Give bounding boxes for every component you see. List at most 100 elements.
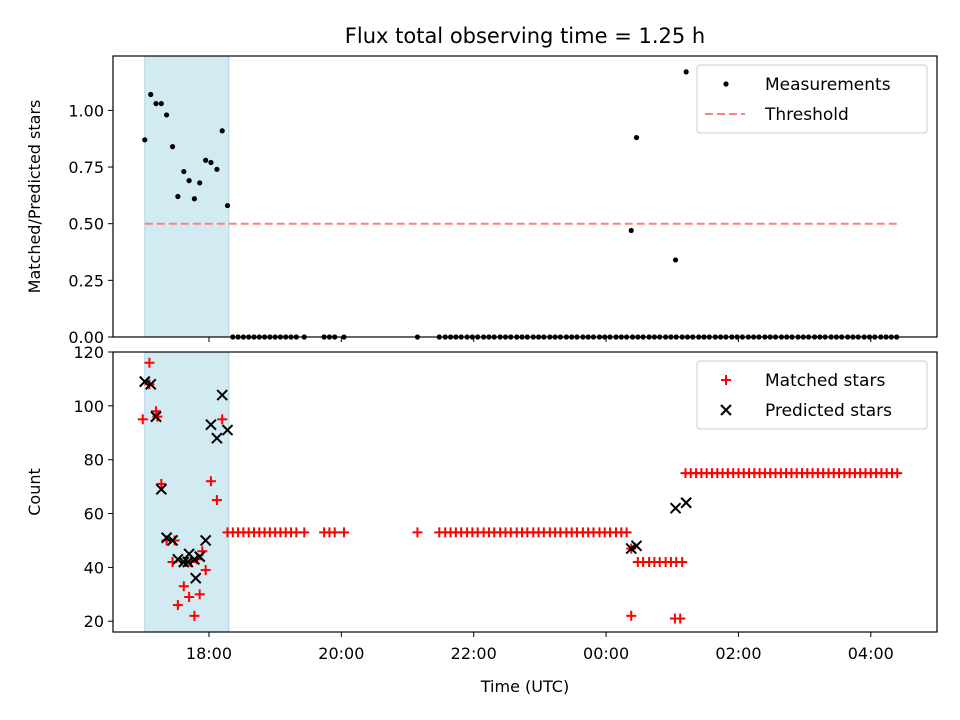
- ratio-ylabel: Matched/Predicted stars: [25, 100, 44, 294]
- measurement-point: [628, 227, 634, 234]
- predicted-marker-b: [211, 432, 223, 444]
- predicted-marker-b: [680, 497, 692, 509]
- predicted-marker-b: [150, 410, 162, 423]
- measurement-point: [672, 257, 679, 263]
- count-ylabel: Count: [25, 468, 44, 516]
- count-xlabel: Time (UTC): [480, 677, 569, 696]
- legend-box: [696, 360, 928, 430]
- count-xtick-label: 22:00: [451, 644, 497, 663]
- predicted-marker-b: [172, 553, 184, 566]
- measurement-point: [683, 69, 689, 75]
- predicted-marker-b: [155, 483, 168, 496]
- ratio-ytick-label: 1.00: [68, 101, 104, 120]
- predicted-marker-b: [183, 548, 195, 560]
- legend-label: Threshold: [764, 105, 849, 125]
- predicted-marker-b: [205, 418, 217, 431]
- legend-box: [696, 64, 928, 134]
- matched-star-point: [299, 527, 310, 538]
- predicted-star-point: [190, 572, 202, 584]
- predicted-marker-b: [630, 540, 643, 552]
- count-xtick-label: 02:00: [715, 644, 761, 663]
- ratio-panel: 0.00 0.25 0.50 0.75 1.00 Matched/Predicted st…: [25, 55, 938, 347]
- matched-star-point: [205, 476, 216, 487]
- count-ytick-label: 20: [84, 612, 104, 631]
- predicted-marker-b: [160, 532, 173, 544]
- predicted-star-point: [193, 550, 206, 563]
- matched-star-point: [329, 527, 340, 538]
- measurement-point: [197, 180, 203, 186]
- measurement-point: [158, 100, 164, 107]
- count-ytick-label: 100: [73, 397, 104, 416]
- ratio-ytick-label: 0.25: [68, 271, 104, 290]
- predicted-star-point: [145, 378, 157, 391]
- matched-star-point: [137, 414, 148, 425]
- predicted-marker-b: [190, 572, 202, 584]
- measurement-point: [219, 128, 225, 134]
- count-xtick-label: 04:00: [848, 644, 894, 663]
- measurement-point: [224, 202, 231, 209]
- predicted-marker-b: [193, 550, 206, 563]
- predicted-star-point: [211, 432, 223, 444]
- predicted-star-point: [182, 556, 194, 568]
- measurement-point: [142, 137, 148, 143]
- legend-label: Measurements: [765, 75, 891, 95]
- predicted-star-point: [680, 497, 692, 509]
- matched-star-point: [184, 592, 195, 602]
- measurement-point: [633, 134, 640, 141]
- matched-star-point: [151, 406, 162, 417]
- predicted-star-point: [199, 534, 212, 547]
- predicted-marker-b: [182, 556, 194, 568]
- matched-star-point: [217, 414, 228, 425]
- matched-star-point: [156, 478, 167, 489]
- predicted-star-point: [155, 483, 168, 496]
- matched-star-point: [338, 527, 349, 538]
- predicted-star-point: [216, 389, 228, 401]
- matched-star-point: [675, 613, 686, 624]
- predicted-marker-b: [669, 502, 682, 514]
- count-xtick-label: 00:00: [583, 644, 629, 663]
- predicted-star-point: [221, 424, 234, 436]
- ratio-ytick-label: 0.50: [68, 215, 104, 234]
- measurement-point: [169, 144, 176, 150]
- matched-star-point: [211, 495, 222, 506]
- count-ytick-label: 80: [84, 451, 104, 470]
- matched-star-point: [621, 527, 632, 538]
- matched-star-point: [194, 589, 205, 600]
- predicted-star-point: [160, 532, 173, 544]
- matched-star-point: [144, 357, 155, 368]
- count-ytick-label: 120: [73, 343, 104, 362]
- measurement-point: [164, 112, 170, 118]
- predicted-star-point: [205, 418, 217, 431]
- predicted-star-point: [669, 502, 682, 514]
- predicted-star-point: [166, 534, 179, 547]
- predicted-marker-b: [166, 534, 179, 547]
- matched-star-point: [892, 468, 903, 479]
- measurement-point: [175, 193, 181, 200]
- predicted-star-point: [172, 553, 184, 566]
- predicted-star-point: [150, 410, 162, 423]
- legend-label: Predicted stars: [765, 401, 892, 421]
- ratio-axes-frame: [112, 55, 938, 338]
- predicted-star-point: [139, 375, 151, 388]
- chart-title: Flux total observing time = 1.25 h: [345, 24, 705, 48]
- matched-star-point: [412, 527, 423, 538]
- predicted-star-point: [178, 556, 190, 568]
- predicted-marker-b: [221, 424, 234, 436]
- legend-measurement-marker: [723, 81, 729, 87]
- count-xtick-label: 18:00: [186, 644, 232, 663]
- measurement-point: [191, 196, 198, 202]
- count-axes-frame: [112, 351, 938, 633]
- matched-star-point: [172, 600, 183, 611]
- count-ytick-label: 40: [84, 558, 104, 577]
- predicted-marker-b: [216, 389, 228, 401]
- matched-star-point: [189, 610, 200, 621]
- predicted-marker-b: [178, 556, 190, 568]
- predicted-marker-b: [199, 534, 212, 547]
- ratio-legend: Measurements Threshold: [696, 64, 928, 134]
- predicted-star-point: [630, 540, 643, 552]
- matched-star-point: [677, 557, 688, 567]
- count-ytick-label: 60: [84, 505, 104, 524]
- measurement-point: [181, 168, 187, 175]
- measurement-point: [153, 100, 159, 107]
